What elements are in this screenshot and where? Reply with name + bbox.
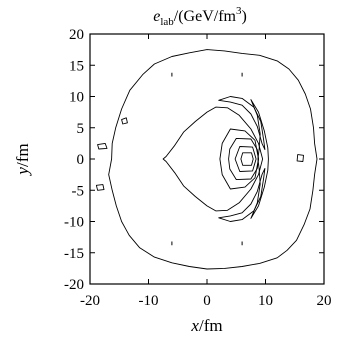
x-axis-symbol: x bbox=[190, 316, 199, 335]
contour-line-blob-left-3 bbox=[121, 117, 128, 125]
contour-line-blob-right-1 bbox=[296, 154, 304, 162]
title-subscript: lab bbox=[160, 16, 174, 28]
contour-layer bbox=[95, 49, 318, 270]
y-tick-label: 0 bbox=[77, 152, 85, 168]
x-axis-unit: /fm bbox=[199, 316, 223, 335]
plot-frame bbox=[89, 33, 325, 285]
y-tick-label: 5 bbox=[77, 121, 85, 137]
x-axis-label: x/fm bbox=[190, 316, 222, 335]
contour-line-wing-top bbox=[218, 96, 266, 151]
chart-title: elab/(GeV/fm3) bbox=[153, 5, 247, 28]
x-tick-label: -10 bbox=[139, 293, 159, 309]
x-tick-label: 20 bbox=[317, 293, 332, 309]
x-tick-label: 10 bbox=[258, 293, 273, 309]
contour-line-core-2 bbox=[228, 137, 259, 181]
title-symbol: e bbox=[153, 8, 160, 25]
title-unit-suffix: ) bbox=[241, 8, 246, 25]
title-unit-prefix: /(GeV/fm bbox=[174, 8, 237, 25]
y-tick-label: -20 bbox=[64, 277, 84, 293]
contour-line-core-1 bbox=[219, 128, 259, 190]
y-tick-label: -5 bbox=[72, 183, 85, 199]
x-tick-label: 0 bbox=[203, 293, 211, 309]
contour-line-blob-left-1 bbox=[97, 142, 108, 150]
y-tick-label: 10 bbox=[69, 90, 84, 106]
title-unit-exponent: 3 bbox=[236, 5, 242, 17]
y-axis-unit: /fm bbox=[13, 143, 32, 167]
y-tick-label: -10 bbox=[64, 215, 84, 231]
contour-line-wing-bottom bbox=[218, 167, 266, 222]
contour-line-core-3 bbox=[234, 146, 257, 172]
x-tick-label: -20 bbox=[80, 293, 100, 309]
contour-line-core-4 bbox=[240, 152, 254, 166]
y-axis-symbol: y bbox=[13, 167, 32, 177]
y-tick-label: 20 bbox=[69, 27, 84, 43]
y-axis-ticks: -20 -15 -10 -5 0 5 10 15 20 bbox=[64, 27, 324, 293]
contour-line-outer-ring bbox=[108, 49, 318, 270]
contour-line-blob-left-2 bbox=[95, 184, 105, 191]
y-tick-label: -15 bbox=[64, 246, 84, 262]
contour-line-inner-region bbox=[162, 106, 264, 212]
contour-line-shock-front bbox=[250, 99, 269, 219]
y-axis-label: y/fm bbox=[13, 143, 32, 176]
x-axis-ticks: -20 -10 0 10 20 bbox=[80, 34, 332, 309]
y-tick-label: 15 bbox=[69, 58, 84, 74]
marker-layer bbox=[171, 72, 243, 246]
